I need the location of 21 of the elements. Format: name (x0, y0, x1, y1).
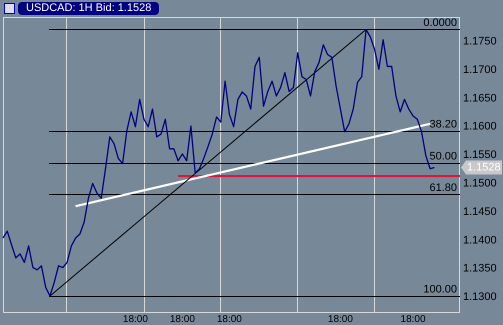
x-tick-label: 18:00 (400, 314, 426, 325)
y-tick-label: 1.1350 (463, 262, 497, 275)
annotation: 50.00 (429, 150, 457, 163)
x-tick-label: 18:00 (170, 314, 196, 325)
annotation: 0.0000 (423, 17, 457, 30)
annotation: 61.80 (429, 182, 457, 194)
y-tick-label: 1.1650 (463, 92, 497, 104)
annotation: 100.00 (423, 283, 457, 296)
x-tick-label: 18:00 (328, 314, 354, 325)
annotation: 38.20 (429, 118, 457, 131)
y-tick-label: 1.1550 (463, 149, 497, 162)
y-tick-label: 1.1750 (463, 35, 497, 48)
y-tick-label: 1.1450 (463, 206, 497, 218)
x-tick-label: 18:00 (216, 314, 242, 325)
y-tick-label: 1.1500 (463, 177, 497, 190)
chart-title: USDCAD: 1H Bid: 1.1528 (18, 2, 160, 15)
y-tick-label: 1.1400 (463, 234, 497, 246)
y-tick-label: 1.1600 (463, 120, 497, 133)
x-tick-label: 18:00 (122, 314, 148, 325)
y-tick-label: 1.1700 (463, 64, 497, 76)
y-tick-label: 1.1300 (463, 291, 497, 304)
